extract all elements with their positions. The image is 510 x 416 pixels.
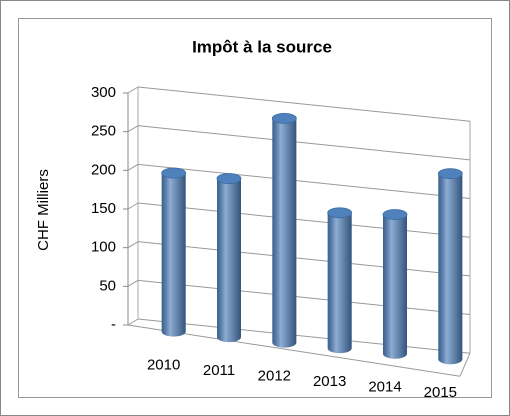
bar-shading bbox=[383, 214, 407, 359]
chart-title: Impôt à la source bbox=[192, 37, 332, 56]
bar-top bbox=[216, 173, 242, 184]
grid-line bbox=[137, 163, 471, 200]
grid-line bbox=[137, 86, 471, 122]
bar-shading bbox=[438, 173, 463, 365]
grid-line bbox=[137, 279, 471, 316]
y-tick-label: 250 bbox=[91, 123, 116, 140]
chart-border bbox=[18, 18, 492, 398]
x-tick-label: 2011 bbox=[203, 362, 235, 379]
x-tick-label: 2015 bbox=[424, 384, 457, 401]
y-tick-label: 150 bbox=[91, 200, 116, 217]
bar-shading bbox=[327, 212, 352, 354]
x-tick-label: 2012 bbox=[258, 368, 291, 385]
grid-line bbox=[127, 241, 139, 249]
grid-line bbox=[127, 125, 139, 133]
grid-line bbox=[127, 86, 139, 94]
y-tick-label: 300 bbox=[91, 84, 116, 101]
y-tick-label: 50 bbox=[99, 277, 116, 294]
grid-line bbox=[137, 125, 471, 161]
y-tick-label: 200 bbox=[91, 161, 116, 178]
x-tick-label: 2014 bbox=[368, 379, 401, 396]
bar-top bbox=[161, 167, 187, 179]
x-tick-label: 2013 bbox=[313, 373, 346, 390]
bar-shading bbox=[217, 178, 241, 343]
bar-top bbox=[437, 168, 463, 180]
bar-top bbox=[382, 209, 408, 220]
bar-top bbox=[271, 112, 297, 124]
grid-line bbox=[137, 202, 471, 238]
grid-line bbox=[127, 318, 139, 326]
floor-right bbox=[459, 353, 471, 377]
grid-line bbox=[127, 202, 139, 210]
y-axis-label: CHF Milliers bbox=[35, 169, 52, 251]
grid-line bbox=[127, 279, 139, 287]
y-tick-label: 100 bbox=[91, 239, 116, 256]
bar-shading bbox=[161, 173, 186, 337]
bar-shading bbox=[272, 118, 297, 348]
grid-line bbox=[137, 241, 471, 277]
grid-line bbox=[127, 163, 139, 171]
y-tick-label: - bbox=[111, 316, 116, 333]
bar-top bbox=[327, 207, 353, 219]
grid-line bbox=[137, 318, 471, 354]
x-tick-label: 2010 bbox=[147, 357, 180, 374]
